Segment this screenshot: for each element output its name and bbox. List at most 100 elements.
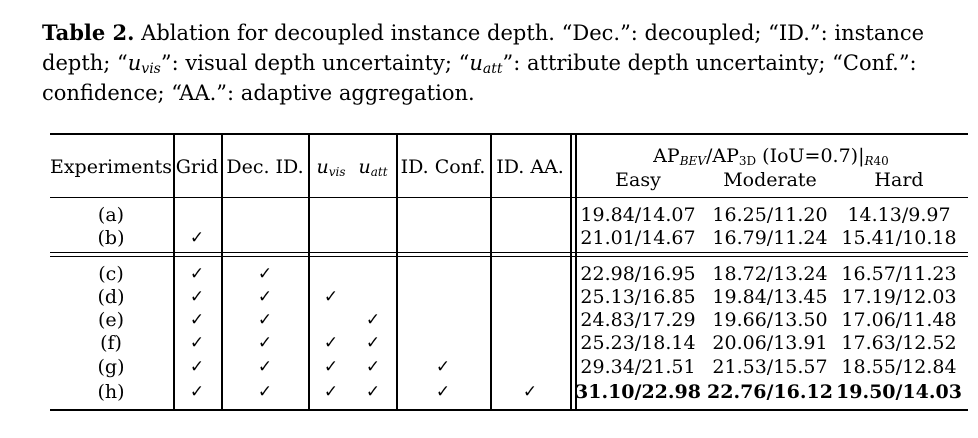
row-e-dec-check: ✓ <box>257 310 273 330</box>
group-rule-1 <box>50 252 968 254</box>
row-d-hard: 17.19/12.03 <box>841 286 957 308</box>
header-id-aa: ID. AA. <box>496 156 564 178</box>
row-f-grid-check: ✓ <box>189 333 205 353</box>
u-vis-subscript: vis <box>141 61 161 77</box>
row-e-moderate: 19.66/13.50 <box>712 309 828 331</box>
row-e-uatt-check: ✓ <box>365 310 381 330</box>
row-g-dec-check: ✓ <box>257 357 273 377</box>
row-h-exp: (h) <box>97 381 125 403</box>
u-vis-symbol: u <box>127 51 142 75</box>
header-ap-metric: APBEV/AP3D (IoU=0.7)|R40 <box>653 145 889 172</box>
row-b-easy: 21.01/14.67 <box>580 227 696 249</box>
col-sep-6b <box>575 135 577 410</box>
row-d-exp: (d) <box>97 286 125 308</box>
row-h-moderate: 22.76/16.12 <box>707 381 833 403</box>
header-ap-3d: /AP <box>705 145 739 167</box>
row-d-moderate: 19.84/13.45 <box>712 286 828 308</box>
row-b-grid-check: ✓ <box>189 228 205 248</box>
header-u-vis: uvis <box>316 156 345 183</box>
group-rule-2 <box>50 256 968 258</box>
col-sep-1 <box>173 135 175 410</box>
header-u-vis-sub: vis <box>328 165 346 179</box>
row-f-exp: (f) <box>100 332 122 354</box>
row-d-grid-check: ✓ <box>189 287 205 307</box>
header-u-att: uatt <box>358 156 387 183</box>
row-d-uvis-check: ✓ <box>323 287 339 307</box>
row-e-grid-check: ✓ <box>189 310 205 330</box>
header-moderate: Moderate <box>723 169 817 191</box>
row-d-dec-check: ✓ <box>257 287 273 307</box>
row-g-easy: 29.34/21.51 <box>580 356 696 378</box>
header-u-att-symbol: u <box>358 156 371 178</box>
row-e-easy: 24.83/17.29 <box>580 309 696 331</box>
u-att-subscript: att <box>482 61 503 77</box>
row-c-hard: 16.57/11.23 <box>841 263 957 285</box>
row-c-grid-check: ✓ <box>189 264 205 284</box>
row-e-exp: (e) <box>97 309 125 331</box>
row-f-dec-check: ✓ <box>257 333 273 353</box>
row-h-easy: 31.10/22.98 <box>575 381 701 403</box>
row-c-exp: (c) <box>98 263 124 285</box>
row-f-uatt-check: ✓ <box>365 333 381 353</box>
header-hard: Hard <box>874 169 924 191</box>
header-u-vis-symbol: u <box>316 156 329 178</box>
col-sep-3 <box>308 135 310 410</box>
row-a-moderate: 16.25/11.20 <box>712 204 828 226</box>
row-a-hard: 14.13/9.97 <box>847 204 951 226</box>
header-ap-bev: AP <box>653 145 680 167</box>
row-h-uatt-check: ✓ <box>365 382 381 402</box>
header-iou: (IoU=0.7)| <box>756 145 865 167</box>
row-c-dec-check: ✓ <box>257 264 273 284</box>
row-b-exp: (b) <box>97 227 125 249</box>
row-g-grid-check: ✓ <box>189 357 205 377</box>
header-grid: Grid <box>175 156 219 178</box>
caption-text-2: ”: visual depth uncertainty; “ <box>160 51 470 75</box>
header-easy: Easy <box>615 169 661 191</box>
col-sep-6a <box>570 135 572 410</box>
row-g-uatt-check: ✓ <box>365 357 381 377</box>
row-h-uvis-check: ✓ <box>323 382 339 402</box>
row-a-easy: 19.84/14.07 <box>580 204 696 226</box>
row-h-conf-check: ✓ <box>435 382 451 402</box>
row-h-aa-check: ✓ <box>522 382 538 402</box>
header-ap-bev-sub: BEV <box>679 154 706 168</box>
table-caption: Table 2. Ablation for decoupled instance… <box>42 18 967 108</box>
header-r-sub: R <box>864 154 874 168</box>
row-d-easy: 25.13/16.85 <box>580 286 696 308</box>
row-g-exp: (g) <box>97 356 125 378</box>
row-c-moderate: 18.72/13.24 <box>712 263 828 285</box>
row-h-hard: 19.50/14.03 <box>836 381 962 403</box>
header-u-att-sub: att <box>370 165 388 179</box>
col-sep-5 <box>490 135 492 410</box>
row-g-conf-check: ✓ <box>435 357 451 377</box>
u-att-symbol: u <box>469 51 483 75</box>
row-c-easy: 22.98/16.95 <box>580 263 696 285</box>
row-g-hard: 18.55/12.84 <box>841 356 957 378</box>
row-f-hard: 17.63/12.52 <box>841 332 957 354</box>
row-f-uvis-check: ✓ <box>323 333 339 353</box>
row-b-hard: 15.41/10.18 <box>841 227 957 249</box>
row-b-moderate: 16.79/11.24 <box>712 227 828 249</box>
bottom-rule <box>50 409 968 411</box>
row-f-easy: 25.23/18.14 <box>580 332 696 354</box>
caption-text-3: ”: attribute depth uncertainty; “Conf.”:… <box>42 51 917 105</box>
row-g-uvis-check: ✓ <box>323 357 339 377</box>
row-h-grid-check: ✓ <box>189 382 205 402</box>
header-ap-3d-sub: 3D <box>738 154 757 168</box>
header-r40-sub: 40 <box>873 154 889 168</box>
header-id-conf: ID. Conf. <box>400 156 486 178</box>
row-e-hard: 17.06/11.48 <box>841 309 957 331</box>
header-rule <box>50 197 968 199</box>
header-experiments: Experiments <box>49 156 173 178</box>
caption-text-1: Ablation for decoupled instance depth. “… <box>42 21 925 75</box>
caption-label: Table 2. <box>42 20 135 45</box>
row-a-exp: (a) <box>97 204 125 226</box>
row-f-moderate: 20.06/13.91 <box>712 332 828 354</box>
row-g-moderate: 21.53/15.57 <box>712 356 828 378</box>
top-rule <box>50 133 968 135</box>
col-sep-2 <box>221 135 223 410</box>
col-sep-4 <box>396 135 398 410</box>
row-h-dec-check: ✓ <box>257 382 273 402</box>
header-dec-id: Dec. ID. <box>226 156 304 178</box>
